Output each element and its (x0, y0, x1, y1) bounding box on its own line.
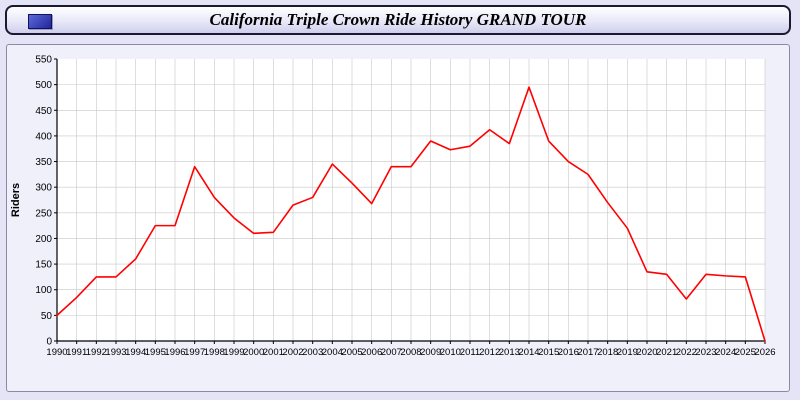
x-tick-label: 2019 (617, 347, 638, 358)
x-tick-label: 2012 (479, 347, 500, 358)
y-tick-label: 500 (35, 80, 52, 91)
x-tick-label: 2024 (715, 347, 736, 358)
x-tick-label: 2004 (322, 347, 343, 358)
x-tick-label: 2000 (243, 347, 264, 358)
y-tick-label: 0 (46, 337, 52, 348)
x-tick-label: 1995 (145, 347, 166, 358)
y-tick-label: 250 (35, 208, 52, 219)
x-tick-label: 2007 (381, 347, 402, 358)
x-tick-label: 2015 (538, 347, 559, 358)
x-tick-label: 2023 (695, 347, 716, 358)
chart-panel: 0 50 100 150 200 250 300 350 400 450 500 550 1990 199… (6, 44, 790, 392)
y-tick-label: 450 (35, 106, 52, 117)
y-tick-label: 300 (35, 183, 52, 194)
y-tick-label: 550 (35, 55, 52, 66)
chart-svg: 0501001502002503003504004505005501990199… (10, 55, 776, 359)
x-tick-label: 1993 (105, 347, 126, 358)
riders-series-line (56, 86, 766, 342)
x-tick-label: 1998 (204, 347, 225, 358)
x-tick-label: 2009 (420, 347, 441, 358)
x-tick-label: 2026 (754, 347, 775, 358)
y-tick-label: 150 (35, 260, 52, 271)
y-tick-label: 350 (35, 157, 52, 168)
y-tick-label: 400 (35, 131, 52, 142)
chart-title-bar: California Triple Crown Ride History GRA… (5, 5, 791, 35)
x-tick-label: 2022 (676, 347, 697, 358)
app-logo-icon (28, 14, 52, 29)
x-tick-label: 1996 (164, 347, 185, 358)
y-axis-label: Riders (10, 183, 22, 217)
x-tick-label: 2005 (341, 347, 362, 358)
x-tick-label: 2001 (263, 347, 284, 358)
x-tick-label: 2018 (597, 347, 618, 358)
x-tick-label: 2006 (361, 347, 382, 358)
x-tick-label: 2010 (440, 347, 461, 358)
x-tick-label: 2014 (518, 347, 539, 358)
x-tick-label: 1997 (184, 347, 205, 358)
x-tick-label: 2013 (499, 347, 520, 358)
y-tick-label: 200 (35, 234, 52, 245)
y-tick-label: 100 (35, 285, 52, 296)
x-tick-label: 2002 (282, 347, 303, 358)
x-tick-label: 2016 (558, 347, 579, 358)
x-tick-label: 2021 (656, 347, 677, 358)
x-tick-label: 1999 (223, 347, 244, 358)
x-tick-label: 1994 (125, 347, 146, 358)
x-tick-label: 2003 (302, 347, 323, 358)
x-tick-label: 2008 (400, 347, 421, 358)
x-tick-label: 2011 (460, 347, 480, 358)
x-tick-label: 1990 (46, 347, 67, 358)
x-tick-label: 2025 (735, 347, 756, 358)
x-tick-label: 2020 (636, 347, 657, 358)
x-tick-label: 1991 (66, 347, 87, 358)
y-tick-label: 50 (41, 311, 53, 322)
chart-title: California Triple Crown Ride History GRA… (209, 10, 587, 29)
x-tick-label: 1992 (86, 347, 107, 358)
x-tick-label: 2017 (577, 347, 598, 358)
